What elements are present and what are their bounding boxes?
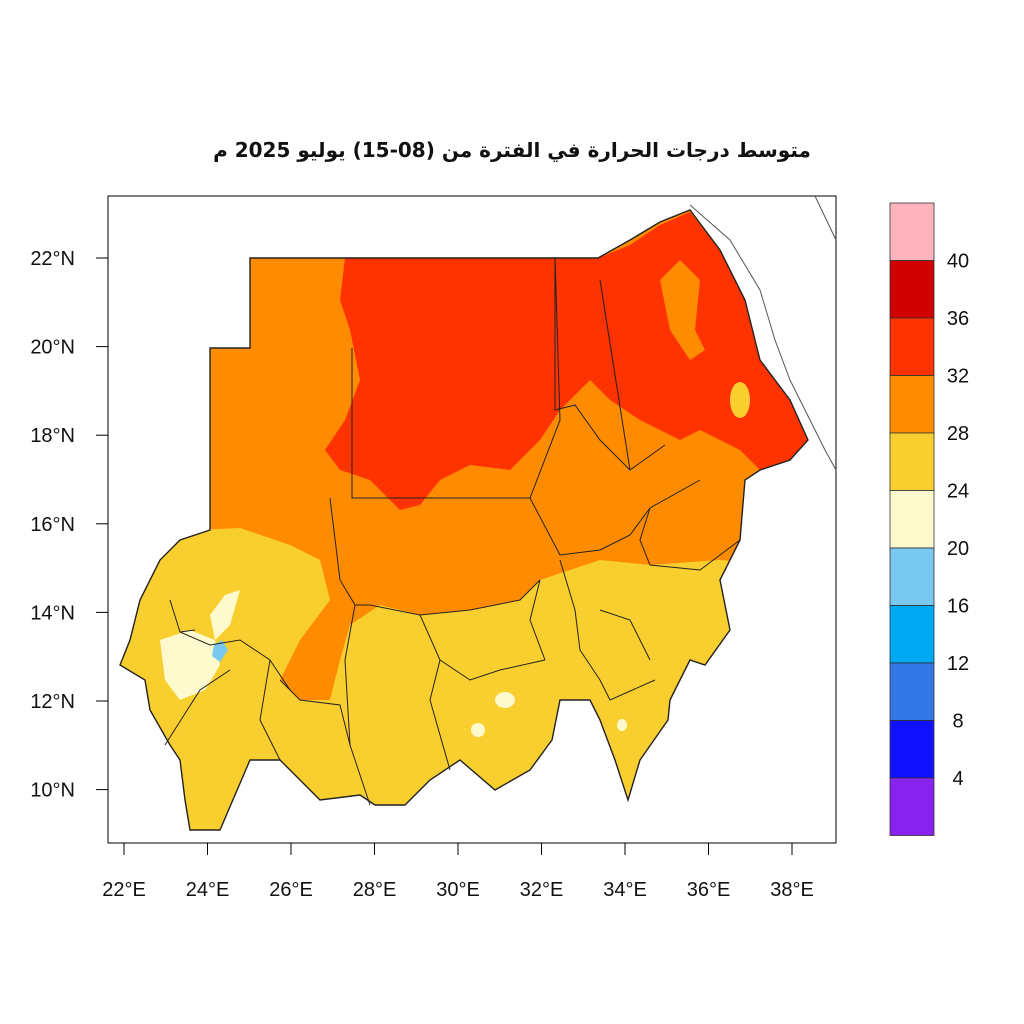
legend-label: 32	[947, 366, 969, 388]
color-legend: 40 36 32 28 24 20 16 12 8 4	[889, 202, 969, 836]
x-tick-label: 38°E	[770, 879, 814, 901]
x-tick-label: 28°E	[353, 879, 397, 901]
state-borders	[164, 257, 741, 806]
zone-20-24	[160, 630, 220, 700]
legend-label: 24	[947, 481, 969, 503]
zone-28-32-northeast	[660, 260, 705, 360]
legend-label: 8	[952, 711, 963, 733]
legend-label: 36	[947, 308, 969, 330]
y-tick-label: 20°N	[30, 337, 75, 359]
x-tick-label: 32°E	[520, 879, 564, 901]
y-axis: 22°N 20°N 18°N 16°N 14°N 12°N 10°N	[30, 248, 108, 802]
legend-swatch	[889, 547, 935, 606]
zone-24-28-coast	[730, 382, 750, 418]
y-tick-label: 14°N	[30, 602, 75, 624]
y-tick-label: 12°N	[30, 691, 75, 713]
legend-label: 28	[947, 423, 969, 445]
y-tick-label: 10°N	[30, 780, 75, 802]
legend-swatch	[889, 605, 935, 664]
zone-20-24-spot	[495, 692, 515, 708]
coastline	[689, 204, 837, 471]
legend-label: 40	[947, 251, 969, 273]
legend-label: 12	[947, 653, 969, 675]
legend-swatch	[889, 375, 935, 434]
x-tick-label: 22°E	[102, 879, 146, 901]
x-axis: 22°E 24°E 26°E 28°E 30°E 32°E 34°E 36°E 38°E	[102, 843, 814, 901]
y-tick-label: 22°N	[30, 248, 75, 270]
x-tick-label: 30°E	[436, 879, 480, 901]
coastline-east	[814, 195, 837, 241]
legend-label: 4	[952, 768, 963, 790]
legend-swatch	[889, 202, 935, 261]
legend-swatch	[889, 720, 935, 779]
country-border	[119, 209, 809, 831]
y-tick-label: 16°N	[30, 514, 75, 536]
legend-swatch	[889, 662, 935, 721]
zone-20-24-spot	[471, 723, 485, 737]
legend-swatch	[889, 260, 935, 319]
x-tick-label: 24°E	[186, 879, 230, 901]
legend-swatch	[889, 490, 935, 549]
zone-20-24-spot	[617, 719, 627, 731]
x-tick-label: 36°E	[687, 879, 731, 901]
legend-label: 16	[947, 596, 969, 618]
zone-20-24-north	[210, 590, 240, 640]
legend-label: 20	[947, 538, 969, 560]
y-tick-label: 18°N	[30, 425, 75, 447]
zone-16-20	[212, 640, 228, 662]
x-tick-label: 34°E	[603, 879, 647, 901]
legend-swatch	[889, 777, 935, 836]
map-title: متوسط درجات الحرارة في الفترة من (08-15)…	[213, 138, 811, 162]
legend-swatch	[889, 432, 935, 491]
x-tick-label: 26°E	[269, 879, 313, 901]
legend-swatch	[889, 317, 935, 376]
